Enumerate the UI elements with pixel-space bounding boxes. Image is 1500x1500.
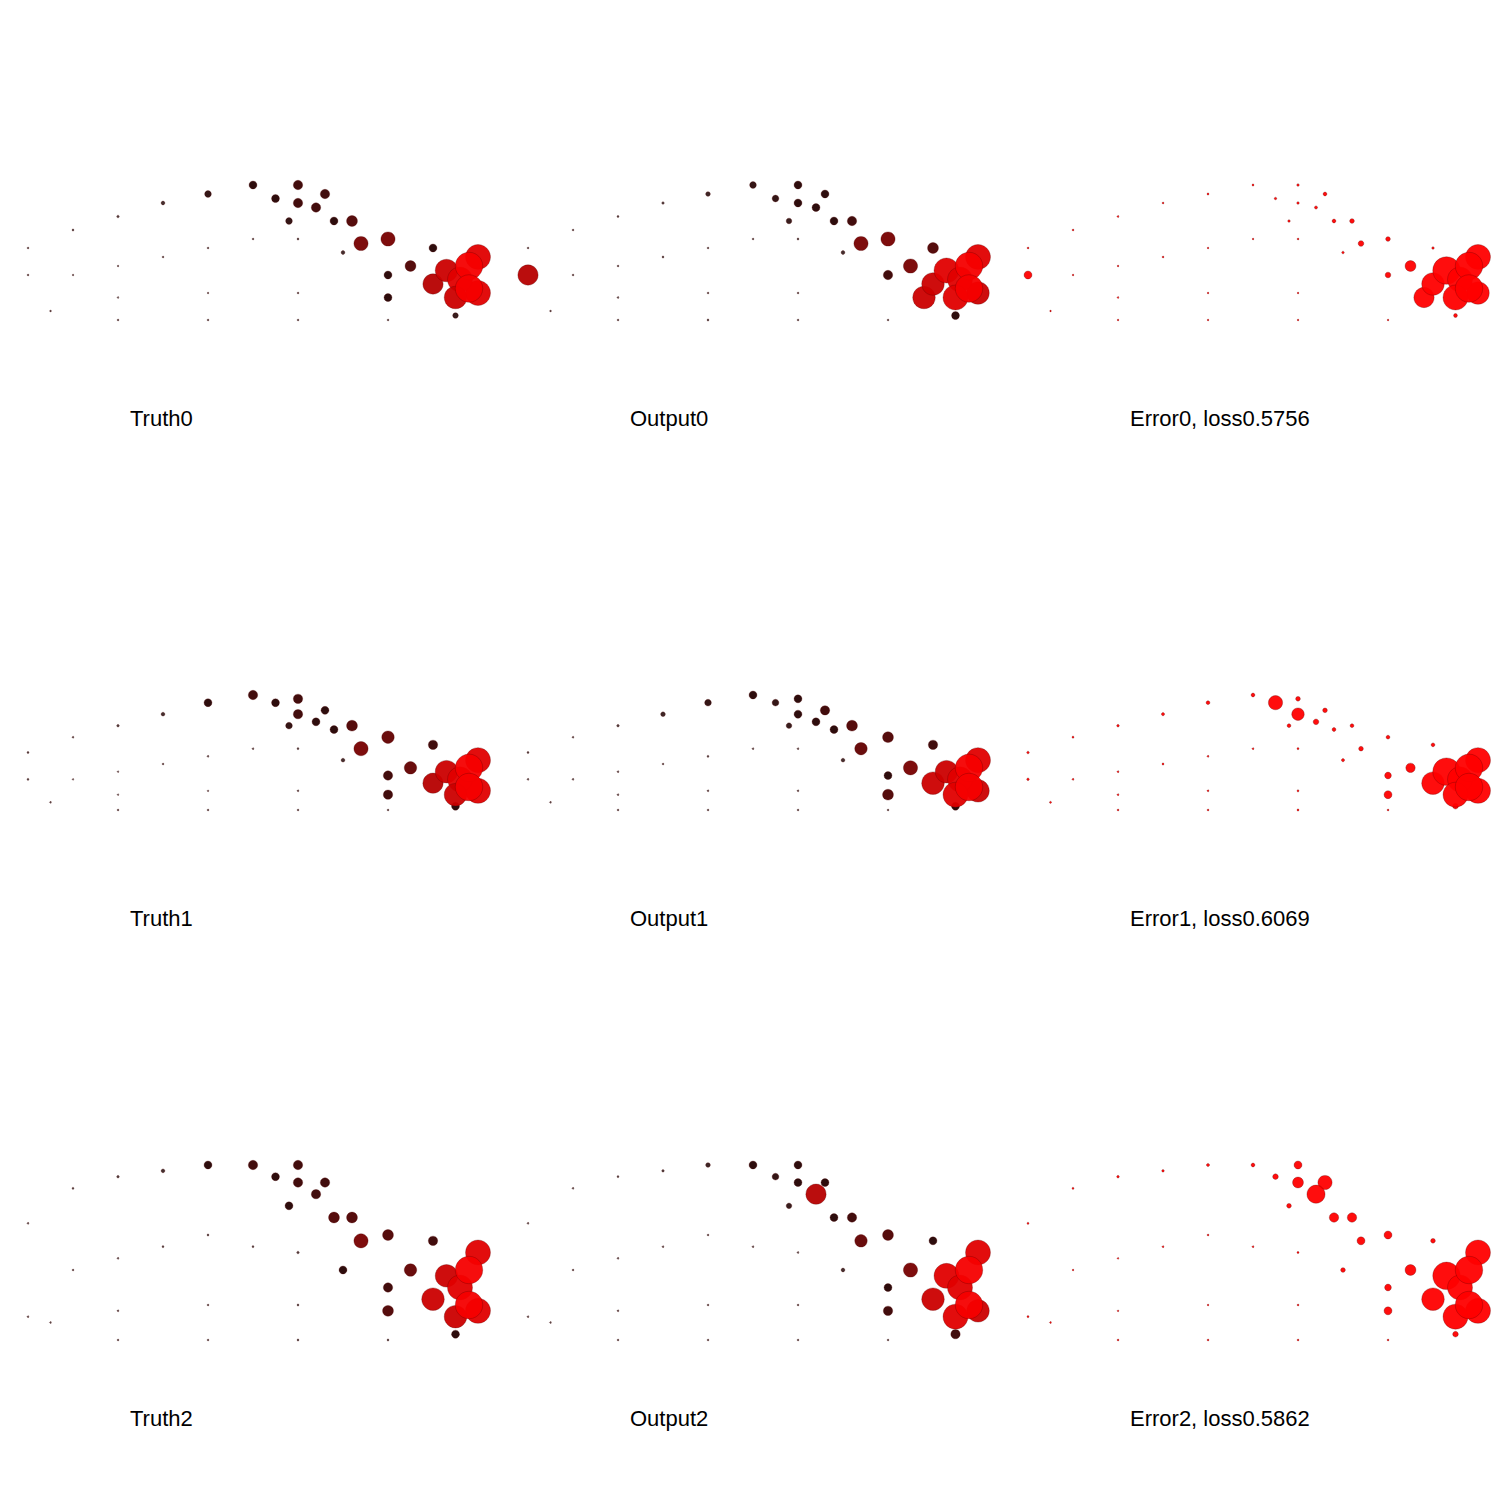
svg-text:Truth0: Truth0 (130, 406, 193, 431)
svg-text:Error1, loss0.6069: Error1, loss0.6069 (1130, 906, 1310, 931)
svg-text:Truth2: Truth2 (130, 1406, 193, 1431)
svg-text:Error2, loss0.5862: Error2, loss0.5862 (1130, 1406, 1310, 1431)
svg-text:Output2: Output2 (630, 1406, 708, 1431)
svg-text:Truth1: Truth1 (130, 906, 193, 931)
svg-text:Output1: Output1 (630, 906, 708, 931)
svg-text:Output0: Output0 (630, 406, 708, 431)
svg-text:Error0, loss0.5756: Error0, loss0.5756 (1130, 406, 1310, 431)
